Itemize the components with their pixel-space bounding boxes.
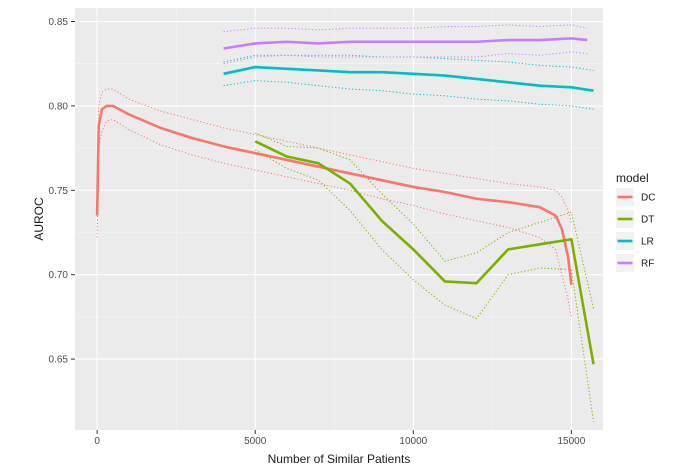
legend-key-lr bbox=[616, 232, 634, 250]
series-dc-line bbox=[95, 104, 573, 285]
y-tick-label: 0.80 bbox=[49, 101, 69, 112]
legend-label-lr: LR bbox=[641, 237, 654, 248]
x-tick-label: 5000 bbox=[244, 436, 267, 447]
series-rf-line bbox=[223, 37, 588, 50]
legend-key-rf bbox=[616, 254, 634, 272]
series-dc-lower-bound bbox=[96, 118, 572, 317]
series-dt-lower-bound bbox=[254, 149, 595, 422]
plot-panel bbox=[75, 8, 603, 430]
legend-key-dt bbox=[616, 210, 634, 228]
major-gridlines bbox=[75, 8, 603, 430]
series-rf-lower-bound bbox=[223, 51, 588, 65]
legend-key-dc bbox=[616, 188, 634, 206]
y-axis: 0.65 0.70 0.75 0.80 0.85 bbox=[49, 17, 75, 366]
series-lr-line bbox=[223, 65, 594, 92]
y-tick-label: 0.65 bbox=[49, 355, 69, 366]
y-tick-label: 0.70 bbox=[49, 270, 69, 281]
minor-gridlines bbox=[75, 8, 603, 430]
x-axis-title: Number of Similar Patients bbox=[268, 452, 411, 466]
legend-label-dc: DC bbox=[641, 193, 655, 204]
x-tick-label: 0 bbox=[94, 436, 100, 447]
series-dt-line bbox=[254, 140, 595, 365]
legend-label-rf: RF bbox=[641, 259, 654, 270]
legend-title: model bbox=[616, 171, 649, 185]
series-dt-upper-bound bbox=[255, 132, 594, 309]
confidence-bounds bbox=[96, 24, 595, 422]
legend: model DC DT LR RF bbox=[616, 171, 655, 272]
legend-label-dt: DT bbox=[641, 215, 654, 226]
series-lr-lower-bound bbox=[223, 80, 594, 110]
x-tick-label: 10000 bbox=[399, 436, 427, 447]
y-axis-title: AUROC bbox=[32, 197, 46, 241]
x-axis: 0 5000 10000 15000 bbox=[94, 430, 586, 447]
series-lines bbox=[95, 37, 595, 365]
series-rf-upper-bound bbox=[223, 24, 588, 33]
y-tick-label: 0.75 bbox=[49, 186, 69, 197]
x-tick-label: 15000 bbox=[557, 436, 585, 447]
y-tick-label: 0.85 bbox=[49, 17, 69, 28]
